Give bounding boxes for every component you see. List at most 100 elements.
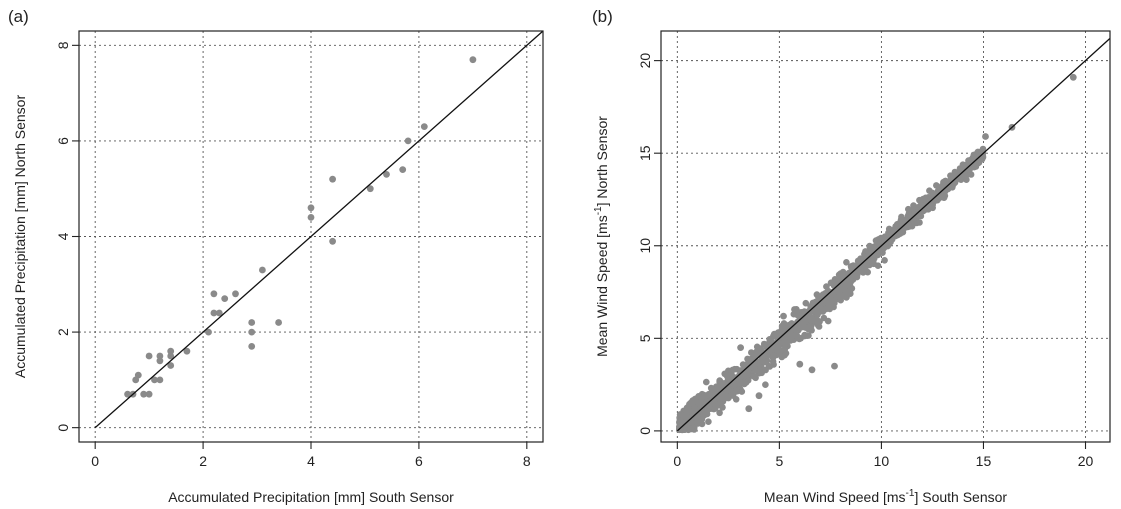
- data-point: [275, 319, 282, 326]
- data-point: [720, 395, 727, 402]
- panel-b-chart: (b) 0 5 10 15 20 0 5 10 15 20 Mean Wind Speed [ms…: [592, 7, 1111, 505]
- data-point: [698, 394, 705, 402]
- data-point: [703, 378, 710, 386]
- data-point: [807, 316, 815, 324]
- data-point: [792, 326, 799, 333]
- data-point: [928, 203, 936, 210]
- y-tick-label: 15: [637, 145, 653, 161]
- x-tick-label: 15: [976, 453, 992, 469]
- data-point: [134, 371, 142, 379]
- data-point: [823, 283, 830, 290]
- data-point: [145, 390, 153, 398]
- data-point: [728, 370, 735, 378]
- panel-a-plot-frame: [78, 30, 544, 443]
- data-point: [769, 358, 777, 365]
- data-point: [694, 417, 702, 424]
- data-point: [905, 205, 912, 213]
- data-point: [683, 407, 690, 415]
- data-point: [796, 360, 804, 368]
- data-point: [761, 358, 769, 366]
- data-point: [781, 340, 789, 348]
- data-point: [167, 362, 175, 369]
- data-point: [855, 264, 863, 271]
- panel-b-ticks: 0 5 10 15 20 0 5 10 15 20: [637, 53, 1094, 469]
- data-point: [958, 165, 965, 172]
- panel-a-y-axis-title: Accumulated Precipitation [mm] North Sen…: [12, 95, 28, 379]
- data-point: [801, 331, 808, 339]
- y-tick-label: 20: [637, 53, 653, 69]
- data-point: [696, 399, 703, 407]
- data-point: [151, 376, 158, 384]
- data-point: [982, 133, 989, 140]
- data-point: [847, 263, 855, 270]
- data-point: [744, 366, 752, 374]
- data-point: [776, 329, 783, 337]
- x-tick-label: 8: [523, 453, 531, 469]
- data-point: [794, 312, 802, 319]
- data-point: [888, 227, 895, 235]
- data-point: [140, 390, 148, 398]
- data-point: [804, 325, 812, 333]
- data-point: [760, 340, 768, 348]
- data-point: [156, 376, 164, 384]
- data-point: [686, 400, 693, 408]
- data-point: [248, 328, 256, 336]
- data-point: [731, 382, 738, 389]
- data-point: [814, 322, 822, 329]
- data-point: [753, 348, 760, 356]
- data-point: [677, 418, 684, 425]
- data-point: [259, 266, 266, 274]
- panel-b-x-title-sup: -1: [906, 488, 915, 499]
- data-point: [183, 347, 191, 355]
- data-point: [843, 259, 850, 266]
- data-point: [828, 296, 835, 304]
- data-point: [933, 182, 940, 189]
- data-point: [705, 418, 712, 426]
- data-point: [716, 409, 723, 417]
- data-point: [156, 352, 164, 360]
- data-point: [798, 322, 806, 329]
- data-point: [366, 185, 374, 193]
- panel-b-label: (b): [592, 7, 613, 26]
- data-point: [881, 257, 888, 264]
- data-point: [210, 309, 218, 317]
- panel-a-chart: (a) 0 2 4 6 8 0 2 4 6 8 Accumulated Precipitation…: [8, 7, 544, 505]
- data-point: [808, 366, 816, 374]
- panel-b-y-title-sup: -1: [593, 206, 604, 215]
- y-tick-label: 6: [55, 137, 71, 145]
- x-tick-label: 20: [1078, 453, 1094, 469]
- data-point: [703, 400, 710, 407]
- data-point: [725, 386, 732, 394]
- data-point: [167, 352, 175, 360]
- y-tick-label: 0: [637, 427, 653, 435]
- data-point: [145, 352, 153, 360]
- data-point: [753, 343, 761, 351]
- x-tick-label: 6: [415, 453, 423, 469]
- panel-b-y-title-tail: ] North Sensor: [594, 116, 610, 207]
- panel-a-label: (a): [8, 7, 29, 26]
- x-tick-label: 10: [874, 453, 890, 469]
- data-point: [818, 305, 825, 313]
- data-point: [929, 189, 936, 197]
- data-point: [329, 175, 336, 183]
- data-point: [774, 346, 781, 354]
- data-point: [863, 262, 870, 270]
- data-point: [831, 362, 838, 370]
- data-point: [124, 390, 131, 398]
- data-point: [771, 330, 778, 338]
- x-tick-label: 0: [673, 453, 681, 469]
- data-point: [882, 236, 889, 244]
- data-point: [329, 237, 336, 245]
- y-tick-label: 5: [637, 334, 653, 342]
- y-tick-label: 2: [55, 328, 71, 336]
- data-point: [307, 204, 315, 212]
- data-point: [156, 357, 164, 365]
- data-point: [910, 202, 917, 209]
- data-point: [874, 262, 882, 270]
- data-point: [215, 309, 223, 317]
- data-point: [847, 273, 855, 281]
- y-tick-label: 10: [637, 238, 653, 254]
- data-point: [967, 171, 975, 178]
- data-point: [1069, 73, 1077, 81]
- data-point: [248, 319, 256, 326]
